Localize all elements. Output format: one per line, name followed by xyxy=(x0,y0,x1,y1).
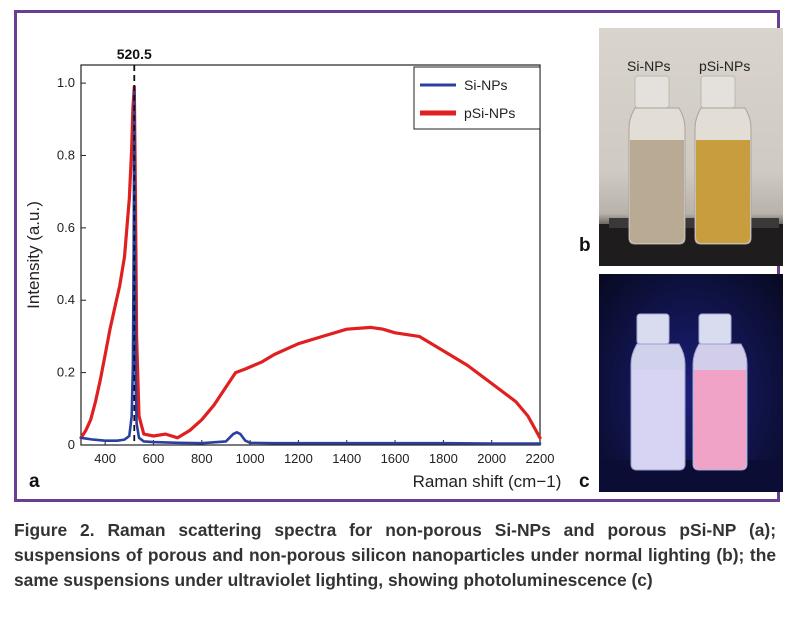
figure-frame: 400 600 800 1000 1200 1400 1600 1800 2000 2200 0 0.… xyxy=(14,10,783,502)
y-tick-label: 0.4 xyxy=(57,292,75,307)
y-axis-label: Intensity (a.u.) xyxy=(24,201,43,309)
chart-axes: 400 600 800 1000 1200 1400 1600 1800 2000 2200 0 0.… xyxy=(24,64,562,491)
x-tick-label: 1400 xyxy=(332,451,361,466)
x-tick-label: 400 xyxy=(94,451,116,466)
y-tick-label: 0 xyxy=(68,437,75,452)
x-tick-label: 1800 xyxy=(429,451,458,466)
legend-label-psi-nps: pSi-NPs xyxy=(464,105,515,121)
legend-label-si-nps: Si-NPs xyxy=(464,77,508,93)
photo-label-si-nps: Si-NPs xyxy=(627,58,671,74)
x-tick-label: 2200 xyxy=(526,451,555,466)
chart-legend: Si-NPs pSi-NPs xyxy=(413,66,541,130)
peak-label: 520.5 xyxy=(117,46,152,62)
y-tick-label: 0.2 xyxy=(57,365,75,380)
x-tick-label: 600 xyxy=(143,451,165,466)
x-tick-label: 1600 xyxy=(381,451,410,466)
x-tick-label: 1200 xyxy=(284,451,313,466)
vials-uv-light-drawing xyxy=(599,313,783,492)
photo-uv-lighting xyxy=(599,274,783,492)
x-tick-label: 2000 xyxy=(477,451,506,466)
y-tick-label: 0.6 xyxy=(57,220,75,235)
x-tick-label: 800 xyxy=(191,451,213,466)
x-tick-label: 1000 xyxy=(236,451,265,466)
panel-letter-b: b xyxy=(579,235,591,256)
chart-annotation: 520.5 xyxy=(117,46,152,445)
photo-normal-lighting: Si-NPs pSi-NPs xyxy=(599,28,783,266)
series-line-si-nps xyxy=(79,89,542,445)
y-tick-label: 1.0 xyxy=(57,75,75,90)
chart-series xyxy=(79,85,542,445)
photo-label-psi-nps: pSi-NPs xyxy=(699,58,751,74)
y-tick-label: 0.8 xyxy=(57,147,75,162)
panel-letter-a: a xyxy=(29,471,40,492)
legend-box xyxy=(413,66,541,130)
vials-normal-light-drawing xyxy=(599,75,783,266)
plot-area-border xyxy=(80,64,541,446)
x-axis-label: Raman shift (cm−1) xyxy=(413,472,562,491)
panel-letter-c: c xyxy=(579,471,590,492)
series-line-psi-nps xyxy=(79,85,542,440)
figure-caption: Figure 2. Raman scattering spectra for n… xyxy=(14,520,776,590)
raman-chart: 400 600 800 1000 1200 1400 1600 1800 2000 2200 0 0.… xyxy=(24,46,562,491)
